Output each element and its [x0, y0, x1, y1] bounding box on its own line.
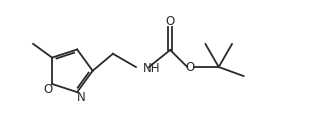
Text: O: O [44, 83, 53, 96]
Text: O: O [166, 14, 175, 27]
Text: N: N [77, 91, 85, 104]
Text: O: O [186, 60, 195, 73]
Text: NH: NH [143, 62, 160, 75]
